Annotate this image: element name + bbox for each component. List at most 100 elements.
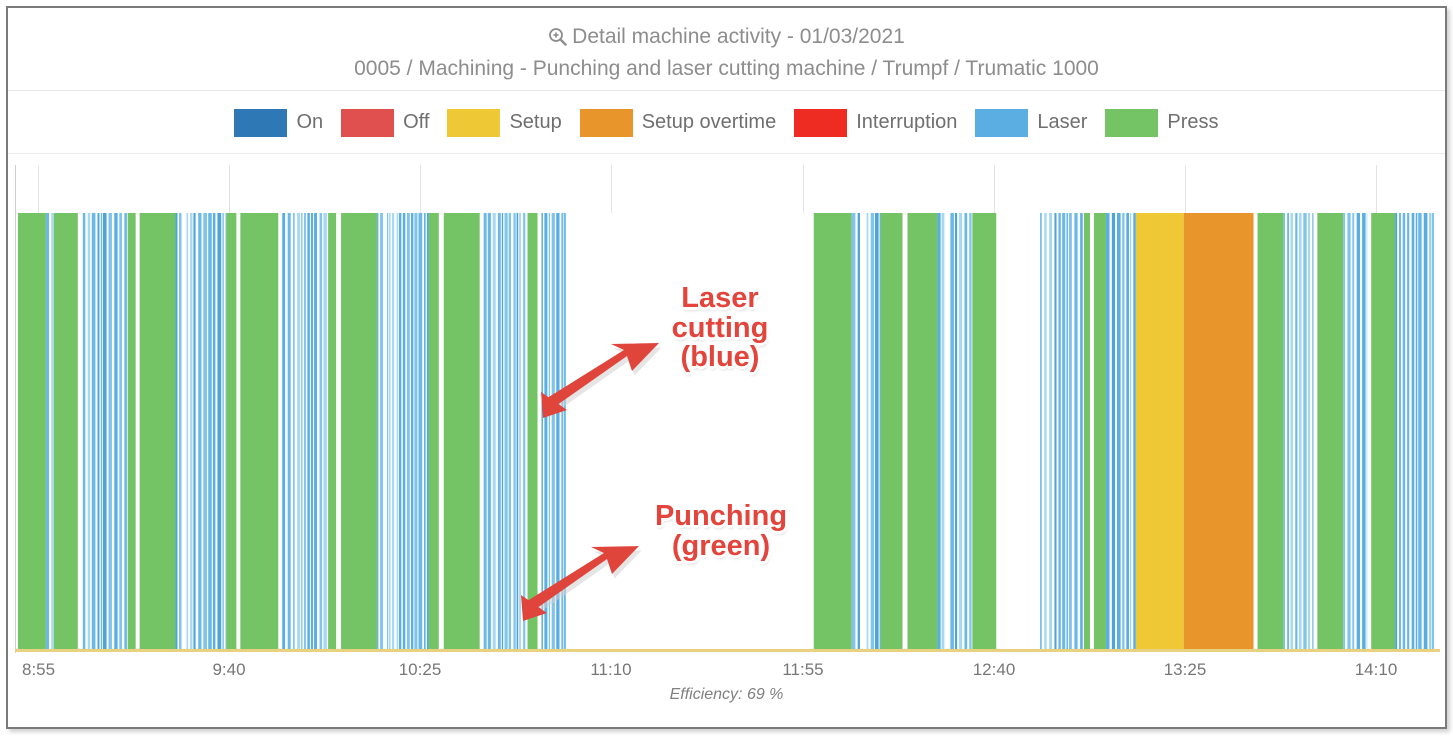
activity-segment[interactable]: [513, 213, 516, 650]
activity-segment[interactable]: [226, 213, 237, 650]
activity-segment[interactable]: [1352, 213, 1355, 650]
legend-item-interruption[interactable]: Interruption: [794, 108, 957, 137]
activity-segment[interactable]: [504, 213, 508, 650]
activity-segment[interactable]: [548, 213, 551, 650]
activity-segment[interactable]: [1343, 213, 1346, 650]
activity-segment[interactable]: [1399, 213, 1401, 650]
activity-segment[interactable]: [1415, 213, 1418, 650]
activity-segment[interactable]: [870, 213, 875, 650]
activity-segment[interactable]: [1295, 213, 1298, 650]
activity-segment[interactable]: [959, 213, 963, 650]
activity-segment[interactable]: [396, 213, 398, 650]
activity-segment[interactable]: [1418, 213, 1422, 650]
activity-segment[interactable]: [1044, 213, 1047, 650]
activity-segment[interactable]: [1105, 213, 1110, 650]
activity-segment[interactable]: [497, 213, 501, 650]
activity-segment[interactable]: [114, 213, 118, 650]
activity-segment[interactable]: [124, 213, 127, 650]
activity-segment[interactable]: [287, 213, 291, 650]
activity-segment[interactable]: [516, 213, 519, 650]
legend-item-laser[interactable]: Laser: [975, 108, 1087, 137]
activity-segment[interactable]: [1116, 213, 1121, 650]
activity-segment[interactable]: [297, 213, 301, 650]
activity-segment[interactable]: [53, 213, 78, 650]
activity-segment[interactable]: [1066, 213, 1069, 650]
activity-segment[interactable]: [310, 213, 313, 650]
activity-segment[interactable]: [1366, 213, 1368, 650]
activity-segment[interactable]: [880, 213, 903, 650]
activity-segment[interactable]: [319, 213, 323, 650]
activity-segment[interactable]: [240, 213, 279, 650]
activity-segment[interactable]: [1062, 213, 1066, 650]
activity-segment[interactable]: [1411, 213, 1415, 650]
activity-segment[interactable]: [541, 213, 543, 650]
activity-segment[interactable]: [483, 213, 487, 650]
activity-segment[interactable]: [1080, 213, 1083, 650]
activity-segment[interactable]: [307, 213, 310, 650]
activity-segment[interactable]: [964, 213, 968, 650]
activity-segment[interactable]: [51, 213, 54, 650]
activity-segment[interactable]: [208, 213, 212, 650]
activity-segment[interactable]: [1257, 213, 1284, 650]
activity-bars[interactable]: [8, 213, 1445, 650]
activity-segment[interactable]: [1054, 213, 1057, 650]
activity-segment[interactable]: [941, 213, 945, 650]
activity-segment[interactable]: [527, 213, 538, 650]
activity-segment[interactable]: [907, 213, 938, 650]
activity-segment[interactable]: [414, 213, 418, 650]
activity-segment[interactable]: [1298, 213, 1302, 650]
activity-segment[interactable]: [954, 213, 958, 650]
activity-segment[interactable]: [1431, 213, 1435, 650]
activity-segment[interactable]: [424, 213, 426, 650]
activity-segment[interactable]: [139, 213, 176, 650]
activity-segment[interactable]: [426, 213, 429, 650]
activity-segment[interactable]: [17, 213, 46, 650]
activity-segment[interactable]: [1283, 213, 1286, 650]
legend-item-on[interactable]: On: [234, 108, 323, 137]
activity-segment[interactable]: [1111, 213, 1116, 650]
activity-segment[interactable]: [1371, 213, 1396, 650]
activity-segment[interactable]: [193, 213, 196, 650]
activity-segment[interactable]: [813, 213, 852, 650]
activity-segment[interactable]: [127, 213, 136, 650]
activity-segment[interactable]: [304, 213, 306, 650]
activity-segment[interactable]: [198, 213, 202, 650]
activity-segment[interactable]: [1183, 213, 1254, 650]
activity-segment[interactable]: [492, 213, 496, 650]
legend-item-setup-overtime[interactable]: Setup overtime: [579, 108, 776, 137]
activity-segment[interactable]: [551, 213, 555, 650]
activity-segment[interactable]: [1074, 213, 1078, 650]
activity-segment[interactable]: [1058, 213, 1061, 650]
activity-segment[interactable]: [222, 213, 224, 650]
activity-segment[interactable]: [1429, 213, 1431, 650]
activity-segment[interactable]: [1395, 213, 1398, 650]
activity-segment[interactable]: [175, 213, 178, 650]
activity-segment[interactable]: [519, 213, 521, 650]
activity-segment[interactable]: [418, 213, 423, 650]
activity-segment[interactable]: [392, 213, 395, 650]
activity-segment[interactable]: [186, 213, 189, 650]
activity-segment[interactable]: [1084, 213, 1090, 650]
activity-segment[interactable]: [487, 213, 491, 650]
activity-segment[interactable]: [1303, 213, 1307, 650]
activity-segment[interactable]: [328, 213, 337, 650]
activity-segment[interactable]: [1356, 213, 1361, 650]
activity-segment[interactable]: [1135, 213, 1184, 650]
activity-segment[interactable]: [950, 213, 954, 650]
legend-item-press[interactable]: Press: [1105, 108, 1219, 137]
activity-segment[interactable]: [508, 213, 512, 650]
activity-segment[interactable]: [1093, 213, 1106, 650]
activity-segment[interactable]: [501, 213, 504, 650]
activity-segment[interactable]: [1347, 213, 1351, 650]
activity-segment[interactable]: [87, 213, 91, 650]
activity-segment[interactable]: [178, 213, 182, 650]
activity-segment[interactable]: [1049, 213, 1052, 650]
activity-segment[interactable]: [293, 213, 295, 650]
activity-segment[interactable]: [1069, 213, 1072, 650]
activity-segment[interactable]: [301, 213, 303, 650]
activity-segment[interactable]: [1287, 213, 1289, 650]
legend-item-setup[interactable]: Setup: [447, 108, 562, 137]
activity-segment[interactable]: [857, 213, 860, 650]
activity-segment[interactable]: [376, 213, 379, 650]
activity-segment[interactable]: [1317, 213, 1344, 650]
